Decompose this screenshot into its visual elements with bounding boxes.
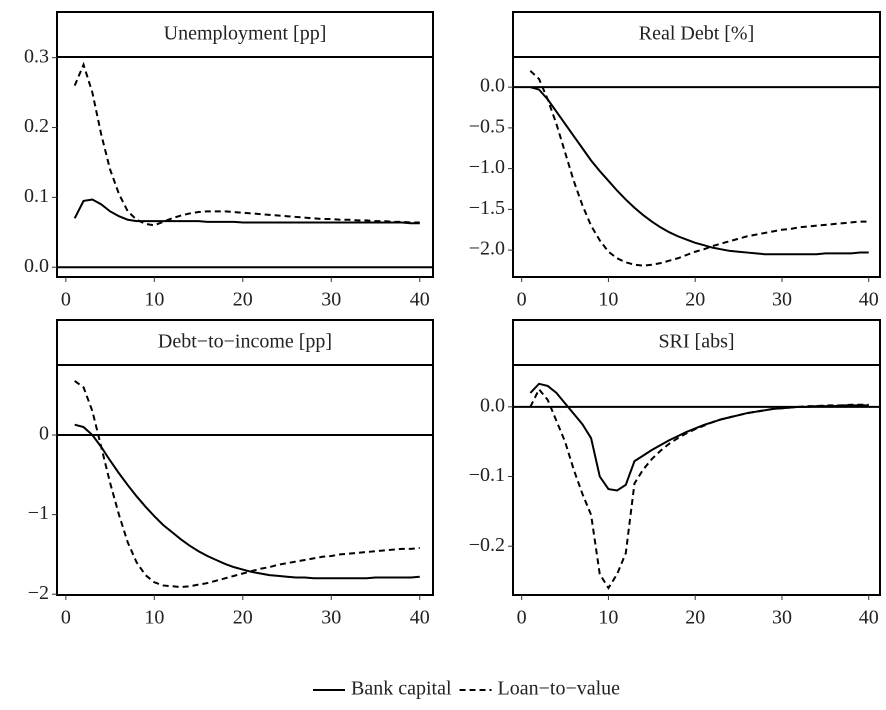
strip bbox=[56, 11, 434, 58]
x-tick-label: 0 bbox=[517, 607, 527, 629]
y-tick-label: −0.1 bbox=[469, 464, 505, 486]
legend-label: Bank capital bbox=[351, 678, 452, 700]
series-line bbox=[74, 423, 420, 580]
y-tick-label: −1 bbox=[28, 502, 49, 524]
x-tick-label: 10 bbox=[598, 607, 618, 629]
plot-border bbox=[512, 56, 881, 278]
x-tick-label: 40 bbox=[410, 289, 430, 311]
x-tick-label: 40 bbox=[410, 607, 430, 629]
series-line bbox=[73, 198, 420, 225]
x-tick-label: 40 bbox=[859, 607, 879, 629]
y-tick-label: 0.0 bbox=[24, 255, 49, 277]
y-tick-label: −1.0 bbox=[469, 156, 505, 178]
x-tick-label: 10 bbox=[144, 289, 164, 311]
series-line bbox=[529, 382, 869, 492]
strip bbox=[56, 319, 434, 366]
x-tick-label: 10 bbox=[144, 607, 164, 629]
series-line bbox=[529, 70, 869, 267]
y-tick-label: −0.2 bbox=[469, 534, 505, 556]
x-tick-label: 0 bbox=[61, 289, 71, 311]
y-tick-label: 0.0 bbox=[480, 394, 505, 416]
x-tick-label: 0 bbox=[61, 607, 71, 629]
strip bbox=[512, 11, 881, 58]
y-tick-label: 0.3 bbox=[24, 45, 49, 67]
panel-title: Unemployment [pp] bbox=[164, 23, 327, 45]
y-tick-label: −2.0 bbox=[469, 238, 505, 260]
x-tick-label: 20 bbox=[685, 289, 705, 311]
y-tick-label: −1.5 bbox=[469, 197, 505, 219]
y-tick-label: 0.1 bbox=[24, 185, 49, 207]
x-tick-label: 20 bbox=[685, 607, 705, 629]
x-tick-label: 40 bbox=[859, 289, 879, 311]
x-tick-label: 30 bbox=[321, 607, 341, 629]
panel-title: Real Debt [%] bbox=[639, 23, 755, 45]
strip bbox=[512, 319, 881, 366]
legend-label: Loan−to−value bbox=[498, 678, 621, 700]
y-tick-label: −0.5 bbox=[469, 115, 505, 137]
x-tick-label: 20 bbox=[233, 607, 253, 629]
y-tick-label: 0.0 bbox=[480, 75, 505, 97]
panel-title: SRI [abs] bbox=[658, 331, 734, 353]
x-tick-label: 20 bbox=[233, 289, 253, 311]
x-tick-label: 30 bbox=[321, 289, 341, 311]
x-tick-label: 0 bbox=[517, 289, 527, 311]
y-tick-label: 0 bbox=[39, 423, 49, 445]
series-line bbox=[529, 387, 869, 590]
x-tick-label: 30 bbox=[772, 289, 792, 311]
x-tick-label: 30 bbox=[772, 607, 792, 629]
y-tick-label: −2 bbox=[28, 582, 49, 604]
series-line bbox=[74, 380, 420, 589]
series-line bbox=[73, 61, 420, 227]
series-line bbox=[530, 86, 869, 256]
plot-border bbox=[56, 364, 434, 596]
x-tick-label: 10 bbox=[598, 289, 618, 311]
plot-border bbox=[512, 364, 881, 596]
y-tick-label: 0.2 bbox=[24, 115, 49, 137]
plot-border bbox=[56, 56, 434, 278]
panel-title: Debt−to−income [pp] bbox=[158, 331, 332, 353]
